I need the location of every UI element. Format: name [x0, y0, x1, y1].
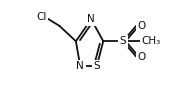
Text: N: N: [76, 61, 84, 71]
Text: N: N: [87, 14, 95, 24]
Text: S: S: [93, 61, 100, 71]
Text: O: O: [138, 21, 146, 31]
Text: Cl: Cl: [36, 12, 46, 22]
Text: O: O: [138, 52, 146, 62]
Text: S: S: [120, 36, 126, 46]
Text: CH₃: CH₃: [142, 36, 161, 46]
